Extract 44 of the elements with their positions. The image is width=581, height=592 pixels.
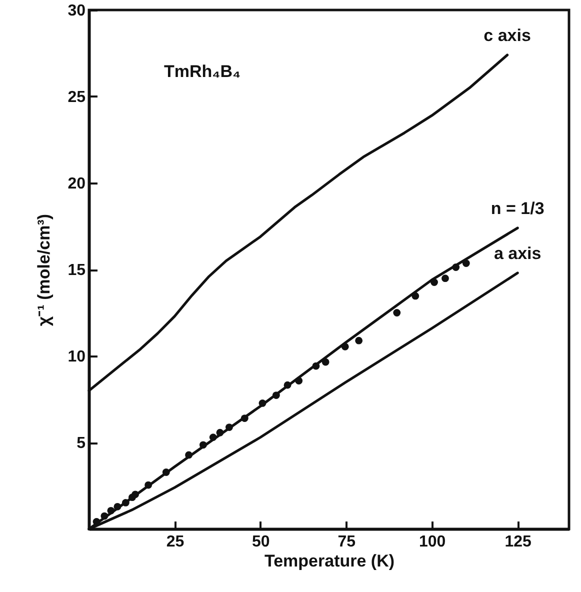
point — [452, 264, 460, 271]
point — [322, 358, 330, 366]
series-label: n = 1/3 — [490, 198, 544, 218]
point — [442, 274, 449, 282]
x-tick-label: 75 — [338, 534, 356, 550]
series-label: a axis — [494, 244, 542, 263]
point — [295, 377, 303, 384]
y-tick-label: 25 — [68, 89, 86, 106]
y-axis-title: χ⁻¹ (mole/cm³) — [34, 214, 54, 326]
point — [412, 292, 420, 300]
x-tick-label: 25 — [166, 534, 184, 550]
point — [162, 468, 170, 476]
point — [114, 502, 122, 510]
point — [144, 481, 152, 489]
point — [216, 428, 224, 436]
point — [355, 336, 363, 344]
point — [132, 490, 139, 498]
point — [107, 506, 115, 514]
point — [258, 400, 266, 407]
point — [462, 260, 470, 267]
x-axis-title: Temperature (K) — [264, 552, 395, 570]
point — [122, 499, 130, 506]
point — [393, 309, 401, 316]
y-tick-label: 5 — [76, 435, 86, 452]
point — [430, 278, 438, 286]
y-tick-label: 30 — [68, 2, 86, 20]
x-tick-label: 100 — [419, 534, 446, 550]
x-tick-label: 50 — [252, 534, 270, 550]
point — [312, 362, 320, 370]
x-tick-label: 125 — [504, 534, 532, 550]
point — [100, 512, 108, 520]
point — [199, 441, 207, 449]
point — [209, 434, 217, 442]
point — [341, 342, 349, 350]
series-label: c axis — [484, 26, 531, 45]
point — [226, 424, 233, 431]
y-tick-label: 20 — [68, 176, 86, 192]
point — [240, 414, 248, 422]
point — [284, 381, 292, 389]
annotation: TmRh₄B₄ — [164, 62, 241, 81]
y-tick-label: 15 — [68, 262, 86, 279]
point — [185, 451, 192, 459]
point — [272, 392, 280, 399]
y-tick-label: 10 — [68, 348, 86, 366]
